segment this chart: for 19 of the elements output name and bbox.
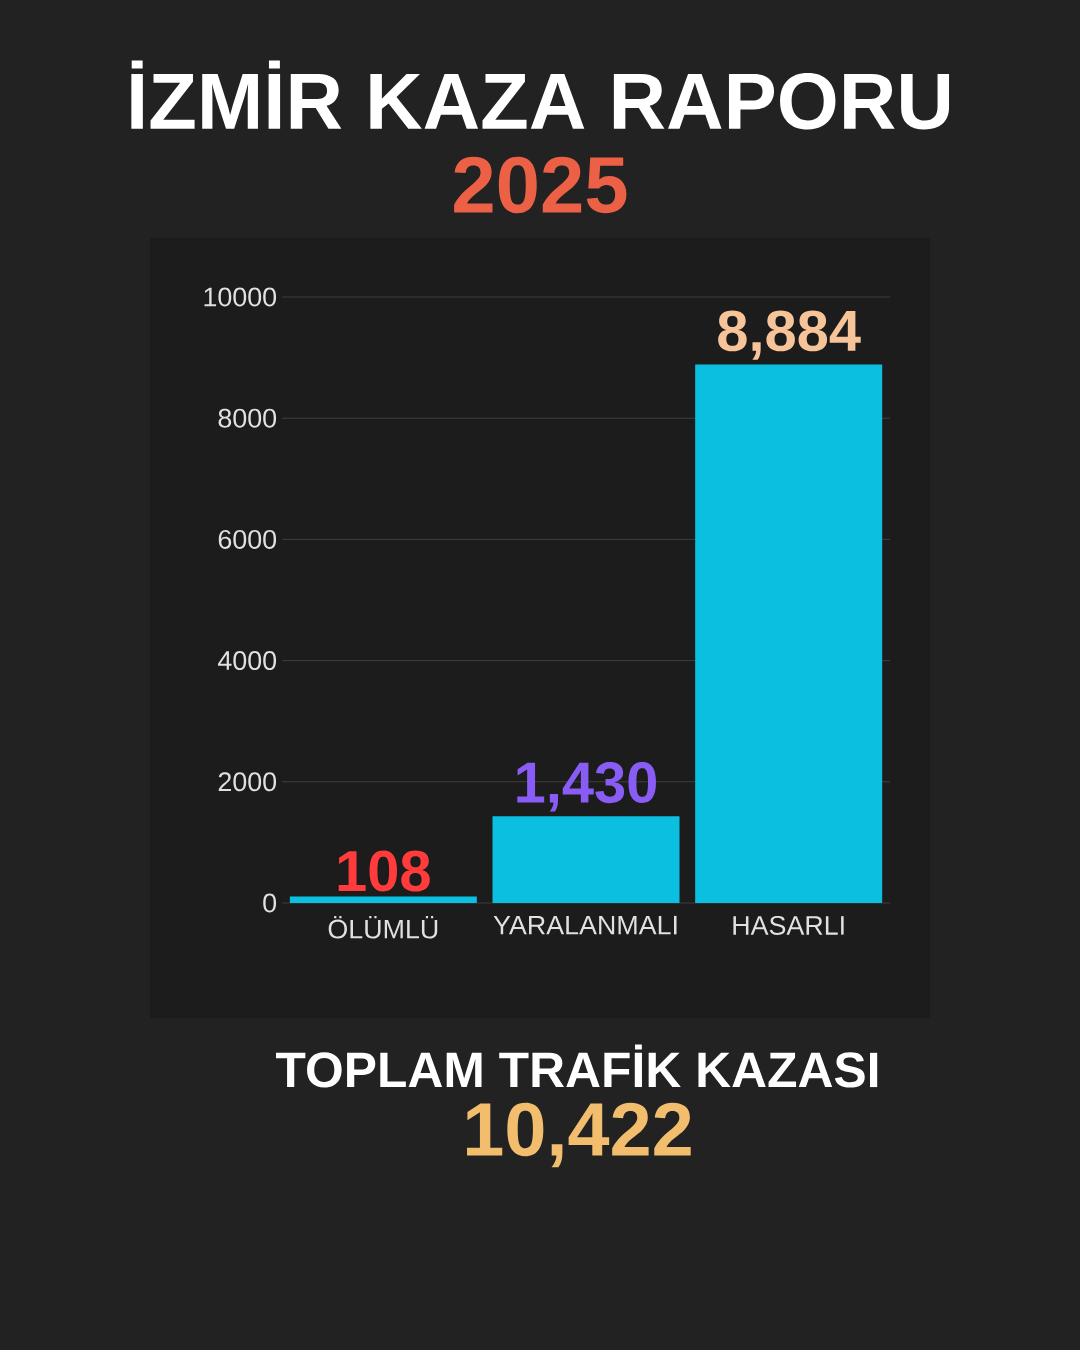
y-tick-label: 0 (263, 893, 277, 913)
y-tick-label: 4000 (218, 651, 277, 671)
y-tick-label: 10000 (204, 287, 277, 307)
y-tick-label: 6000 (218, 529, 277, 549)
y-tick-label: 2000 (218, 772, 277, 792)
bar (695, 364, 883, 903)
x-tick-label: ÖLÜMLÜ (328, 915, 438, 939)
text: TOPLAM TRAFİK KAZASI (276, 1044, 878, 1088)
chart-subtitle: 2025 (454, 156, 627, 214)
bar (492, 816, 680, 903)
data-label: 108 (338, 850, 430, 892)
bar (289, 896, 477, 903)
text: 10,422 (467, 1102, 691, 1168)
data-label: 1,430 (517, 762, 656, 812)
y-tick-label: 8000 (218, 408, 277, 428)
x-tick-label: HASARLI (733, 915, 844, 935)
chart-title: İZMİR KAZA RAPORU (131, 60, 950, 130)
data-label: 8,884 (718, 310, 861, 360)
x-tick-label: YARALANMALI (493, 915, 677, 935)
